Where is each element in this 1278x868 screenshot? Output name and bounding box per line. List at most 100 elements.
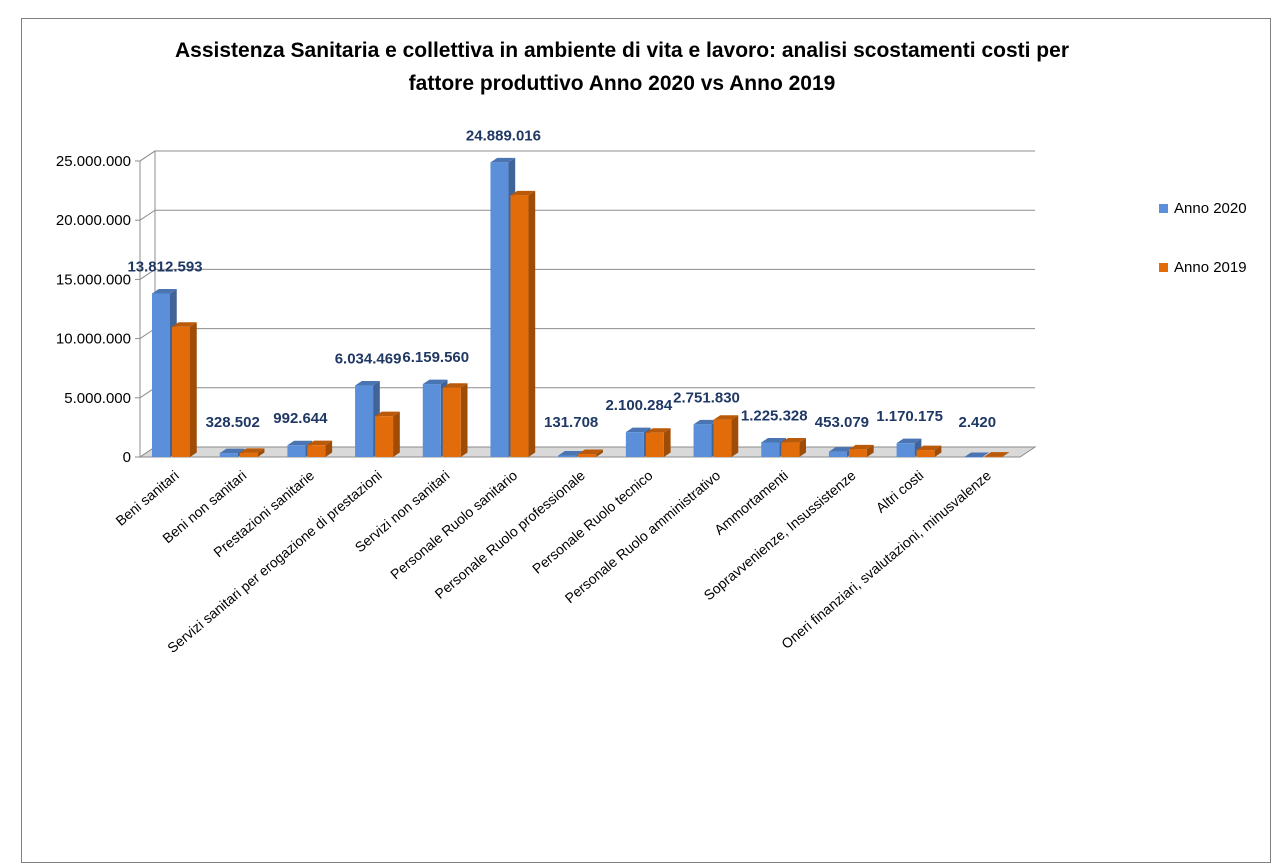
legend-swatch-anno-2020 [1159, 204, 1168, 213]
bar-front [984, 456, 1003, 458]
bar-front [896, 443, 915, 457]
bar-front [442, 387, 461, 457]
bar-anno-2019-beni-non-sanitari [239, 448, 265, 457]
bar-top [172, 322, 197, 327]
data-label-sopravvenienze-insussistenze: 453.079 [815, 414, 869, 431]
data-label-beni-non-sanitari: 328.502 [206, 414, 260, 431]
bar-side [190, 322, 197, 457]
bar-front [375, 416, 394, 457]
gridline [139, 328, 1035, 340]
gridline [139, 268, 1035, 280]
category-label-altri-costi: Altri costi [873, 467, 927, 516]
bar-top [422, 379, 448, 385]
bar-side [528, 190, 536, 457]
bar-top [984, 452, 1010, 457]
bar-side [460, 383, 468, 457]
data-label-personale-ruolo-tecnico: 2.100.284 [605, 397, 672, 414]
bar-front [558, 455, 577, 457]
bar-front [761, 442, 780, 457]
bar-top [713, 415, 739, 420]
bar-top [693, 419, 719, 425]
bar-top [578, 449, 603, 455]
legend-label-anno-2020: Anno 2020 [1174, 200, 1247, 217]
bar-top [307, 440, 333, 446]
legend-label-anno-2019: Anno 2019 [1174, 259, 1247, 276]
bar-top [355, 381, 380, 386]
data-label-altri-costi: 1.170.175 [876, 408, 943, 425]
bars [152, 157, 1010, 458]
bar-side [393, 411, 400, 457]
bar-top [490, 157, 516, 163]
y-tick-label: 5.000.000 [64, 390, 131, 407]
bar-anno-2019-servizi-sanitari-per-erogazione-di-prestazioni [375, 411, 400, 457]
data-label-servizi-non-sanitari: 6.159.560 [402, 349, 469, 366]
bar-top [761, 437, 786, 443]
bar-top [964, 452, 990, 457]
bar-top [152, 288, 177, 294]
bar-top [896, 438, 922, 444]
y-tick-label: 25.000.000 [56, 153, 131, 170]
bar-front [355, 385, 374, 457]
bar-top [219, 448, 245, 454]
bar-anno-2019-personale-ruolo-amministrativo [713, 415, 739, 457]
y-tick-label: 10.000.000 [56, 331, 131, 348]
category-label-personale-ruolo-sanitario: Personale Ruolo sanitario [387, 467, 520, 582]
data-label-servizi-sanitari-per-erogazione-di-prestazioni: 6.034.469 [335, 351, 402, 368]
bar-front [219, 453, 238, 457]
bar-side [596, 449, 603, 457]
bar-anno-2019-prestazioni-sanitarie [307, 440, 333, 457]
bar-anno-2019-altri-costi [916, 445, 942, 457]
bar-anno-2019-ammortamenti [781, 438, 806, 457]
bar-side [934, 445, 942, 457]
bar-front [152, 293, 170, 457]
data-label-ammortamenti: 1.225.328 [741, 407, 808, 424]
chart-title-line-1: Assistenza Sanitaria e collettiva in amb… [175, 39, 1069, 62]
bar-top [375, 411, 400, 417]
bar-front [510, 195, 529, 457]
gridline [139, 150, 1035, 162]
legend: Anno 2020 Anno 2019 [1159, 200, 1247, 276]
bar-top [510, 190, 536, 196]
chart-area: Assistenza Sanitaria e collettiva in amb… [21, 18, 1271, 863]
bar-front [239, 452, 258, 457]
data-labels: 13.812.593 328.502 992.644 6.034.469 6.159.5… [127, 127, 996, 431]
gridline [139, 209, 1035, 221]
bar-top [239, 448, 265, 453]
bar-side [663, 428, 671, 457]
bar-anno-2019-personale-ruolo-professionale [578, 449, 603, 457]
bar-front [828, 451, 847, 457]
bar-front [490, 162, 509, 457]
bar-anno-2019-personale-ruolo-sanitario [510, 190, 536, 457]
bar-anno-2020-altri-costi [896, 438, 922, 457]
bar-anno-2019-personale-ruolo-tecnico [645, 428, 671, 457]
data-label-prestazioni-sanitarie: 992.644 [273, 410, 328, 427]
y-axis-ticks: 0 5.000.000 10.000.000 15.000.000 20.000.000… [56, 153, 141, 466]
bar-side [799, 438, 806, 457]
category-label-personale-ruolo-tecnico: Personale Ruolo tecnico [529, 467, 656, 577]
bar-front [916, 450, 935, 457]
bar-front [625, 432, 644, 457]
y-tick-label: 0 [123, 449, 131, 466]
bar-side [325, 440, 333, 457]
bar-top [848, 444, 874, 450]
gridlines [139, 150, 1035, 399]
bar-side [257, 448, 265, 457]
bar-top [645, 428, 671, 433]
bar-front [307, 445, 326, 457]
bar-top [558, 450, 583, 456]
bar-top [442, 383, 468, 388]
bar-side [1002, 452, 1010, 457]
bar-anno-2020-oneri-finanziari-svalutazioni-minusvalenze [964, 452, 990, 458]
bar-front [287, 445, 306, 457]
bar-side [731, 415, 739, 457]
bar-front [172, 326, 190, 457]
bar-anno-2019-beni-sanitari [172, 322, 197, 457]
data-label-personale-ruolo-professionale: 131.708 [544, 414, 598, 431]
bar-front [848, 449, 867, 457]
category-label-beni-sanitari: Beni sanitari [112, 467, 181, 529]
bar-side [866, 444, 874, 457]
bar-top [916, 445, 942, 451]
data-label-beni-sanitari: 13.812.593 [127, 258, 202, 275]
bar-front [422, 384, 441, 457]
